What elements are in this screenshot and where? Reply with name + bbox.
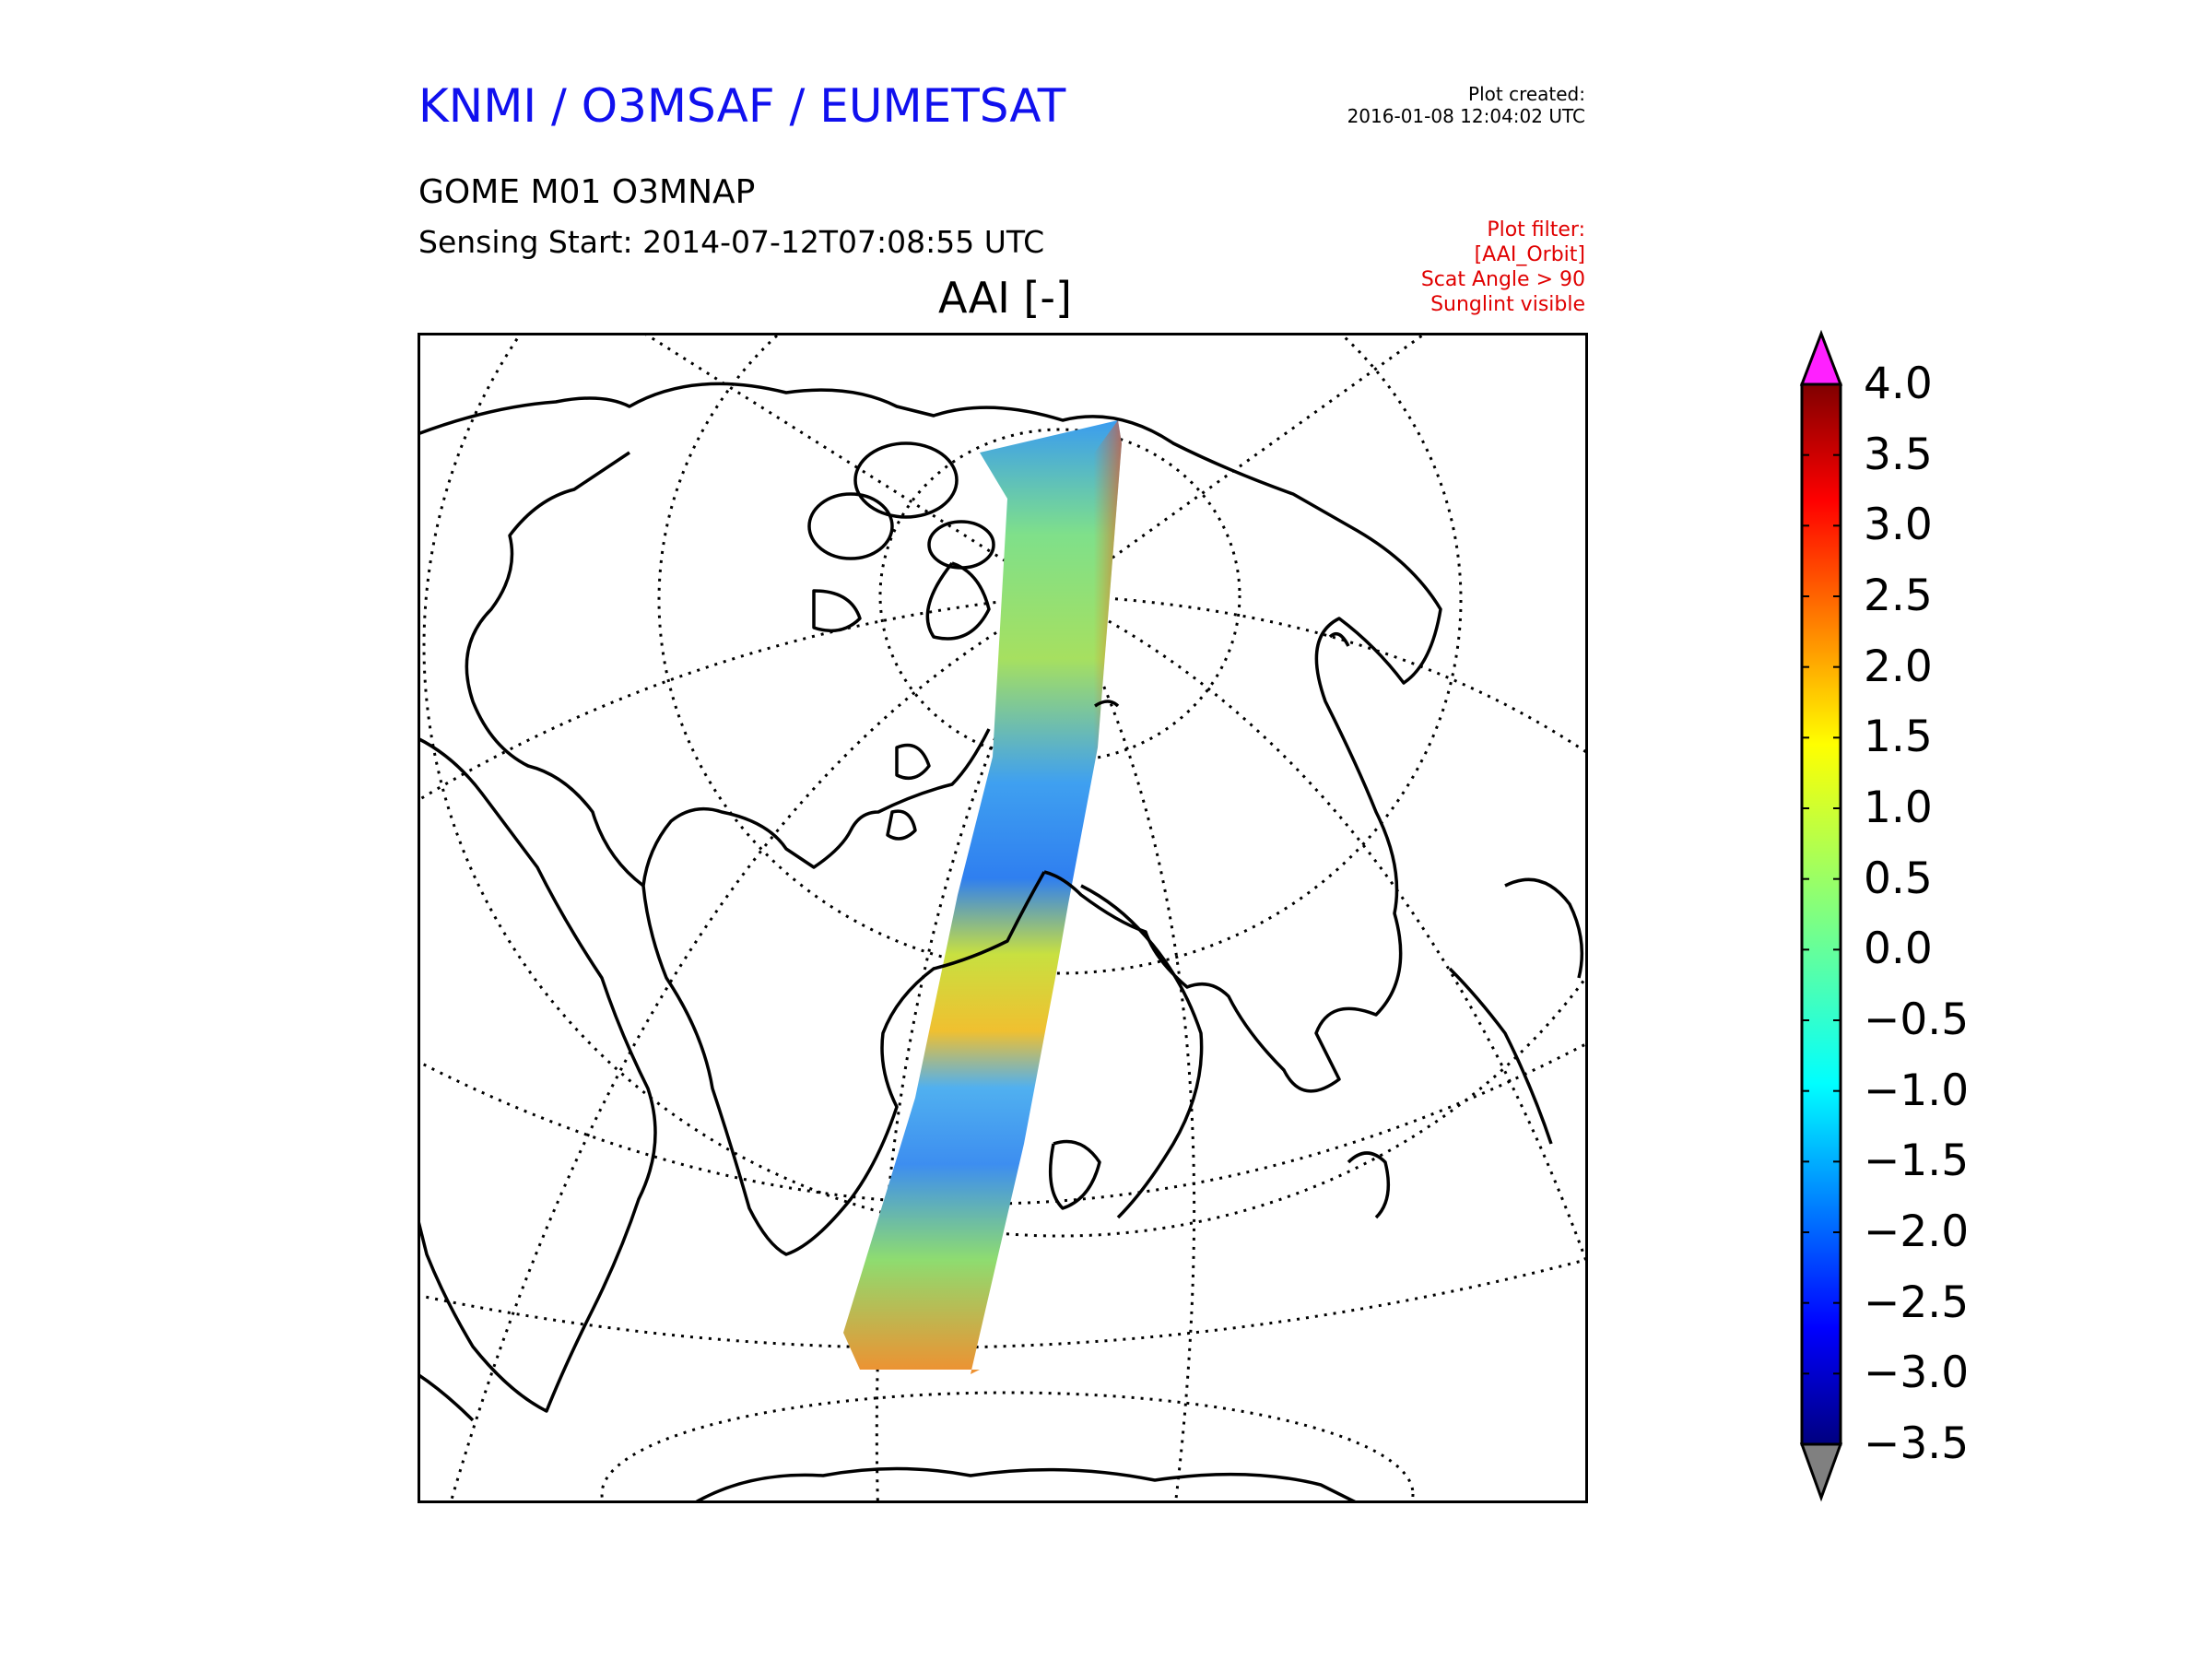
colorbar-tick-label: −0.5 xyxy=(1864,994,1970,1045)
colorbar-under-triangle xyxy=(1799,1442,1843,1502)
graticule xyxy=(418,333,1588,1503)
colorbar-tick-label: −2.5 xyxy=(1864,1277,1970,1328)
colorbar-tick-label: 0.5 xyxy=(1864,853,1933,904)
plot-filter-heading: Plot filter: xyxy=(1487,218,1585,241)
colorbar-tick-label: −1.5 xyxy=(1864,1135,1970,1187)
plot-filter-orbit: [AAI_Orbit] xyxy=(1474,243,1585,266)
colorbar-tick-label: 1.0 xyxy=(1864,782,1933,833)
organisation-title: KNMI / O3MSAF / EUMETSAT xyxy=(418,79,1066,133)
product-name: GOME M01 O3MNAP xyxy=(418,173,756,211)
colorbar xyxy=(1799,329,1843,1502)
colorbar-tick-label: 3.0 xyxy=(1864,500,1933,551)
colorbar-ramp xyxy=(1800,382,1842,1446)
sensing-start: Sensing Start: 2014-07-12T07:08:55 UTC xyxy=(418,224,1045,260)
colorbar-tick-label: −2.0 xyxy=(1864,1206,1970,1257)
coastlines xyxy=(418,382,1584,1503)
colorbar-tick-label: −3.0 xyxy=(1864,1347,1970,1399)
colorbar-tick-label: 4.0 xyxy=(1864,359,1933,409)
map-title: AAI [-] xyxy=(938,273,1072,323)
plot-created-label: Plot created: xyxy=(1468,83,1585,105)
colorbar-tick-label: 1.5 xyxy=(1864,712,1933,763)
colorbar-tick-label: 0.0 xyxy=(1864,924,1933,975)
map-frame xyxy=(418,333,1588,1503)
colorbar-tick-label: 2.5 xyxy=(1864,571,1933,621)
plot-filter-sunglint: Sunglint visible xyxy=(1430,293,1585,316)
colorbar-tick-label: −1.0 xyxy=(1864,1065,1970,1116)
colorbar-over-triangle xyxy=(1799,329,1843,386)
colorbar-tick-label: 3.5 xyxy=(1864,429,1933,480)
colorbar-tick-label: 2.0 xyxy=(1864,641,1933,692)
plot-created-timestamp: 2016-01-08 12:04:02 UTC xyxy=(1347,105,1585,127)
map-plot xyxy=(418,333,1588,1503)
aai-orbit-swath xyxy=(843,420,1122,1374)
colorbar-tick-label: −3.5 xyxy=(1864,1418,1970,1469)
plot-filter-scat-angle: Scat Angle > 90 xyxy=(1420,268,1585,291)
